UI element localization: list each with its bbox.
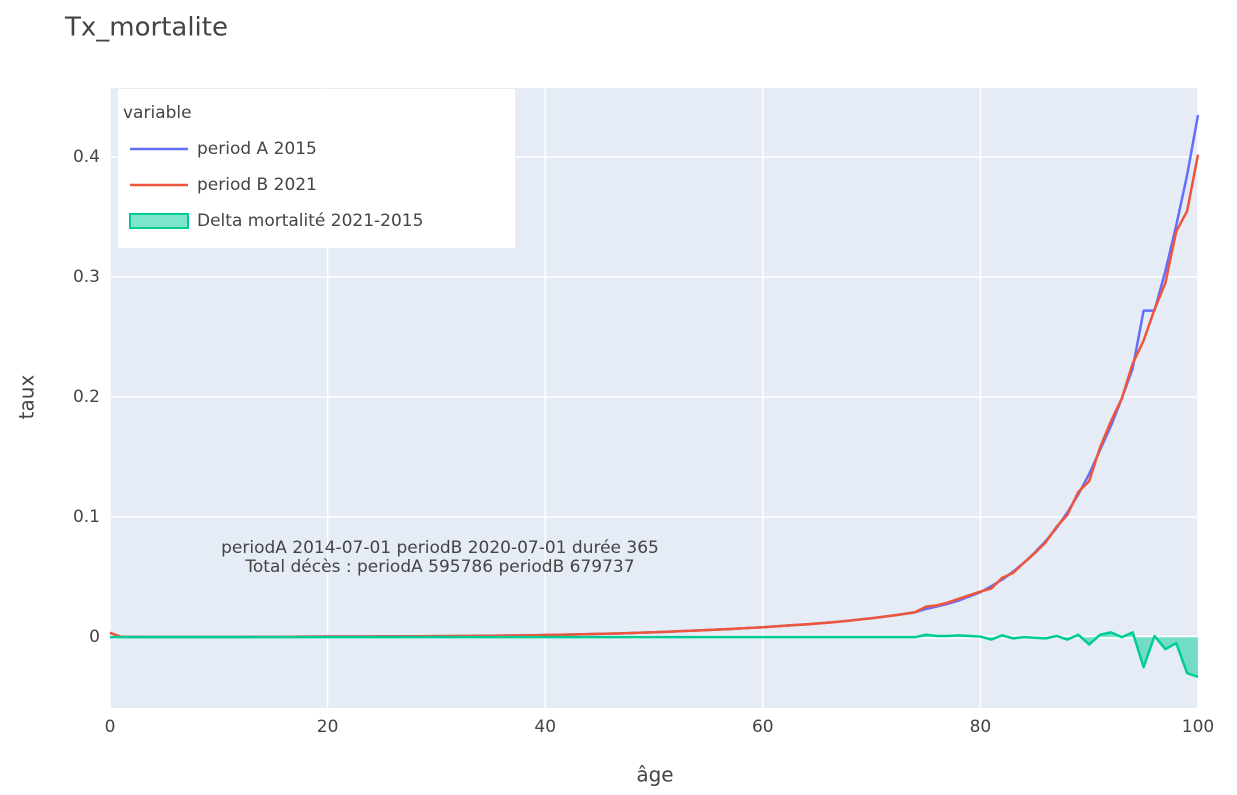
x-tick-label: 20	[317, 717, 339, 737]
y-tick-label: 0.4	[73, 147, 100, 167]
x-tick-label: 100	[1182, 717, 1214, 737]
x-tick-label: 0	[105, 717, 116, 737]
y-tick-label: 0.3	[73, 267, 100, 287]
legend: variable period A 2015 period B 2021 Delta…	[118, 89, 515, 248]
x-axis-title: âge	[636, 763, 673, 787]
y-tick-label: 0	[89, 627, 100, 647]
x-tick-label: 60	[752, 717, 774, 737]
legend-swatch	[129, 213, 189, 229]
annotation: Total décès : periodA 595786 periodB 679…	[244, 557, 634, 577]
legend-title: variable	[123, 103, 192, 123]
chart-title: Tx_mortalite	[64, 13, 228, 43]
x-tick-label: 80	[970, 717, 992, 737]
y-tick-label: 0.2	[73, 387, 100, 407]
x-tick-label: 40	[534, 717, 556, 737]
y-tick-label: 0.1	[73, 507, 100, 527]
legend-label: period B 2021	[197, 175, 317, 195]
legend-label: period A 2015	[197, 139, 317, 159]
area-line	[110, 631, 1199, 678]
legend-label: Delta mortalité 2021-2015	[197, 211, 423, 231]
annotation: periodA 2014-07-01 periodB 2020-07-01 du…	[221, 538, 659, 558]
y-axis-title: taux	[15, 375, 39, 420]
